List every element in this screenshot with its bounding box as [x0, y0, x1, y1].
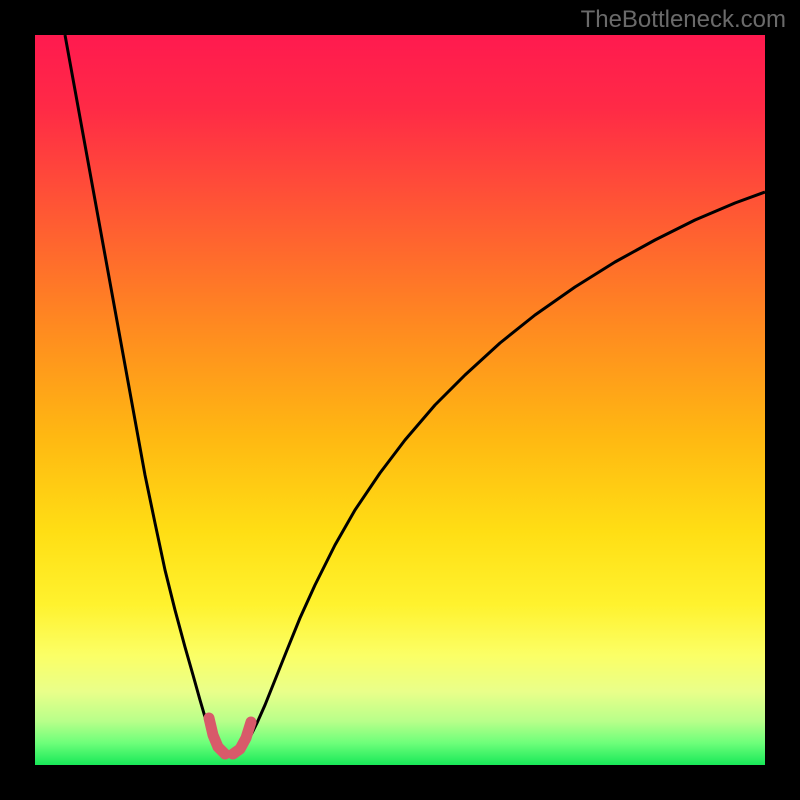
chart-container: [35, 35, 765, 765]
watermark-text: TheBottleneck.com: [581, 6, 786, 34]
curve-nub-right: [233, 722, 251, 754]
curve-nub-left: [209, 718, 225, 754]
chart-svg: [35, 35, 765, 765]
bottleneck-curve: [65, 35, 765, 754]
